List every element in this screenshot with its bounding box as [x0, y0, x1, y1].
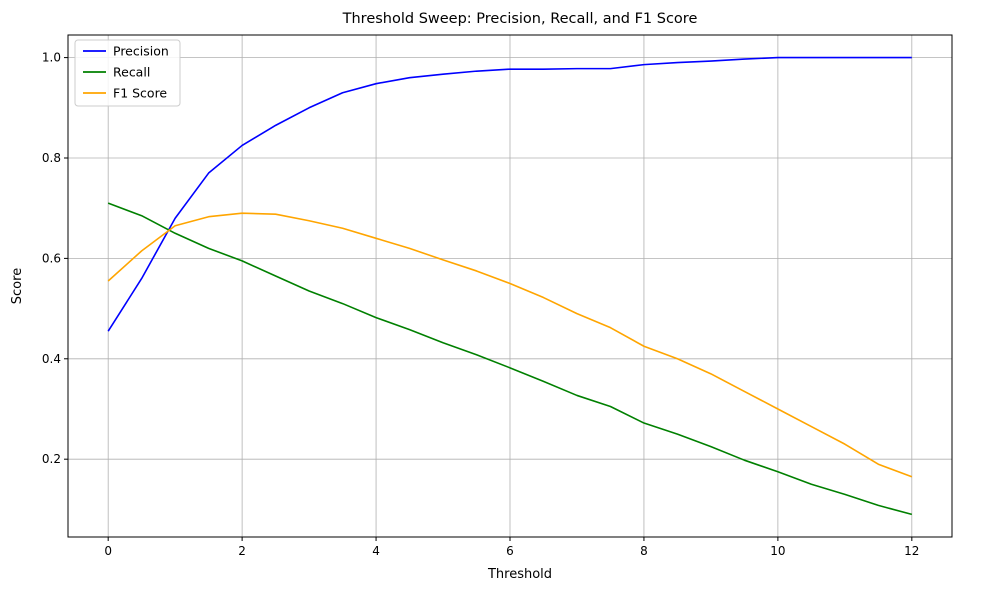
x-tick-label: 8 [640, 544, 648, 558]
y-axis-ticks: 0.2 0.4 0.6 0.8 1.0 [42, 51, 68, 466]
x-tick-label: 0 [104, 544, 112, 558]
precision-line [107, 56, 912, 332]
x-tick-label: 6 [506, 544, 514, 558]
legend-label-recall: Recall [113, 65, 150, 80]
y-tick-label: 0.8 [42, 151, 61, 165]
x-axis-label: Threshold [487, 567, 552, 582]
y-axis-label: Score [10, 268, 25, 304]
legend: Precision Recall F1 Score [74, 39, 181, 107]
x-tick-label: 12 [904, 544, 919, 558]
legend-label-precision: Precision [113, 44, 169, 59]
y-tick-label: 0.4 [42, 352, 61, 366]
y-tick-label: 1.0 [42, 51, 61, 65]
x-tick-label: 10 [770, 544, 785, 558]
y-tick-label: 0.2 [42, 452, 61, 466]
y-tick-label: 0.6 [42, 251, 61, 265]
recall-line [107, 202, 913, 516]
legend-label-f1-score: F1 Score [113, 86, 167, 101]
chart-title: Threshold Sweep: Precision, Recall, and … [342, 11, 698, 27]
x-axis-ticks: 0 2 4 6 8 10 12 [104, 537, 919, 558]
f1-score-line [107, 212, 913, 478]
x-tick-label: 4 [372, 544, 380, 558]
series-lines [107, 56, 913, 516]
grid-lines [68, 35, 952, 537]
legend-frame [74, 39, 181, 107]
plot-area [67, 34, 953, 538]
x-tick-label: 2 [238, 544, 246, 558]
